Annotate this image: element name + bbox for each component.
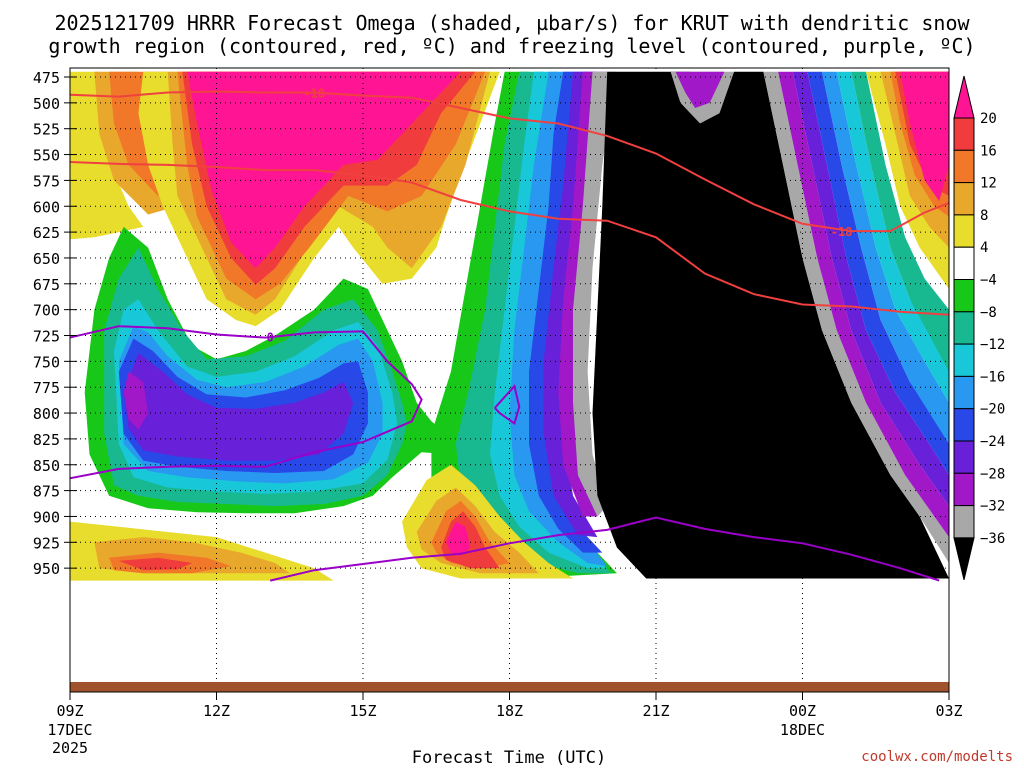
ytick-label-650: 650 bbox=[33, 250, 60, 268]
xtick-sub2-09Z: 2025 bbox=[52, 739, 88, 757]
ytick-label-575: 575 bbox=[33, 172, 60, 190]
ytick-label-775: 775 bbox=[33, 379, 60, 397]
ytick-label-900: 900 bbox=[33, 508, 60, 526]
ytick-label-475: 475 bbox=[33, 69, 60, 87]
omega-region-37 bbox=[900, 71, 949, 202]
red-isotherm-0 bbox=[70, 90, 949, 233]
colorbar-label-1: 16 bbox=[980, 143, 997, 159]
xtick-sub1-09Z: 17DEC bbox=[47, 721, 92, 739]
purple-isotherm-0 bbox=[70, 325, 423, 480]
omega-region-14 bbox=[123, 371, 149, 430]
red-isotherm-1 bbox=[70, 160, 949, 316]
xtick-label-21Z: 21Z bbox=[642, 702, 669, 720]
colorbar-seg-7 bbox=[953, 311, 975, 345]
ytick-label-525: 525 bbox=[33, 121, 60, 139]
omega-region-29 bbox=[807, 71, 949, 476]
colorbar-label-9: −20 bbox=[980, 402, 1005, 418]
colorbar-seg-10 bbox=[953, 408, 975, 442]
colorbar-seg-9 bbox=[953, 375, 975, 410]
colorbar-label-5: −4 bbox=[980, 273, 997, 289]
omega-region-28 bbox=[792, 71, 949, 507]
omega-region-32 bbox=[851, 71, 949, 372]
colorbar-seg-11 bbox=[953, 440, 975, 474]
omega-region-27 bbox=[778, 71, 949, 538]
colorbar-label-2: 12 bbox=[980, 176, 997, 192]
omega-region-13 bbox=[123, 353, 354, 461]
ytick-label-825: 825 bbox=[33, 431, 60, 449]
terrain-ground bbox=[70, 682, 949, 692]
colorbar-seg-8 bbox=[953, 343, 975, 377]
ytick-label-550: 550 bbox=[33, 147, 60, 165]
omega-region-7 bbox=[187, 71, 461, 269]
isotherm-contours: -18 -18 0 bbox=[70, 87, 949, 582]
xtick-label-18Z: 18Z bbox=[496, 702, 523, 720]
y-axis: 475 500 525 550 575 600 625 650 675 700 725 750 775 8… bbox=[33, 69, 77, 578]
colorbar-top-arrow bbox=[953, 75, 975, 119]
colorbar-seg-12 bbox=[953, 472, 975, 507]
ytick-label-725: 725 bbox=[33, 328, 60, 346]
x-axis-title: Forecast Time (UTC) bbox=[412, 748, 606, 768]
ytick-label-500: 500 bbox=[33, 95, 60, 113]
xtick-label-15Z: 15Z bbox=[349, 702, 376, 720]
ytick-label-925: 925 bbox=[33, 534, 60, 552]
purple-isotherm-2 bbox=[269, 516, 940, 582]
red-contour-label-1: -18 bbox=[303, 87, 325, 101]
ytick-label-700: 700 bbox=[33, 302, 60, 320]
colorbar-seg-1 bbox=[953, 117, 975, 151]
colorbar-label-13: −36 bbox=[980, 531, 1005, 547]
colorbar-label-11: −28 bbox=[980, 466, 1005, 482]
ytick-label-850: 850 bbox=[33, 457, 60, 475]
xtick-label-00Z: 00Z bbox=[789, 702, 816, 720]
colorbar-label-0: 20 bbox=[980, 111, 997, 127]
omega-region-26 bbox=[763, 71, 949, 564]
xtick-sub1-00Z: 18DEC bbox=[780, 721, 825, 739]
colorbar-seg-13 bbox=[953, 505, 975, 539]
colorbar-seg-4 bbox=[953, 214, 975, 248]
xtick-label-09Z: 09Z bbox=[56, 702, 83, 720]
colorbar-label-12: −32 bbox=[980, 499, 1005, 515]
omega-region-31 bbox=[836, 71, 949, 403]
colorbar: 20 16 12 8 4 −4 −8 −12 −16 −20 −24 −28 −32 −36 bbox=[953, 75, 1005, 581]
purple-contour-label: 0 bbox=[267, 331, 274, 345]
colorbar-bottom-arrow bbox=[953, 537, 975, 581]
colorbar-label-6: −8 bbox=[980, 305, 997, 321]
omega-region-25 bbox=[675, 71, 725, 108]
xtick-label-03Z: 03Z bbox=[935, 702, 962, 720]
chart-title-line-1: 2025121709 HRRR Forecast Omega (shaded, … bbox=[54, 11, 970, 35]
omega-shading bbox=[70, 71, 949, 581]
omega-region-42 bbox=[446, 521, 471, 556]
colorbar-seg-2 bbox=[953, 149, 975, 184]
omega-region-30 bbox=[822, 71, 949, 445]
ytick-label-800: 800 bbox=[33, 405, 60, 423]
ytick-label-675: 675 bbox=[33, 276, 60, 294]
colorbar-label-4: 4 bbox=[980, 240, 988, 256]
chart-title-line-2: growth region (contoured, red, ºC) and f… bbox=[48, 34, 975, 58]
colorbar-seg-3 bbox=[953, 182, 975, 216]
colorbar-label-10: −24 bbox=[980, 434, 1005, 450]
ytick-label-750: 750 bbox=[33, 353, 60, 371]
omega-region-22 bbox=[573, 71, 617, 517]
ytick-label-625: 625 bbox=[33, 224, 60, 242]
colorbar-label-8: −16 bbox=[980, 369, 1005, 385]
ytick-label-950: 950 bbox=[33, 560, 60, 578]
xtick-label-12Z: 12Z bbox=[203, 702, 230, 720]
omega-region-23 bbox=[592, 71, 949, 579]
ytick-label-600: 600 bbox=[33, 198, 60, 216]
source-credit: coolwx.com/modelts bbox=[861, 749, 1013, 765]
omega-region-46 bbox=[118, 557, 193, 571]
red-contour-label-2: -18 bbox=[831, 225, 853, 239]
colorbar-seg-6 bbox=[953, 279, 975, 313]
colorbar-label-7: −12 bbox=[980, 337, 1005, 353]
purple-isotherm-1 bbox=[494, 384, 521, 426]
omega-region-21 bbox=[558, 71, 608, 517]
colorbar-label-3: 8 bbox=[980, 208, 988, 224]
ytick-label-875: 875 bbox=[33, 483, 60, 501]
colorbar-seg-5 bbox=[953, 246, 975, 280]
